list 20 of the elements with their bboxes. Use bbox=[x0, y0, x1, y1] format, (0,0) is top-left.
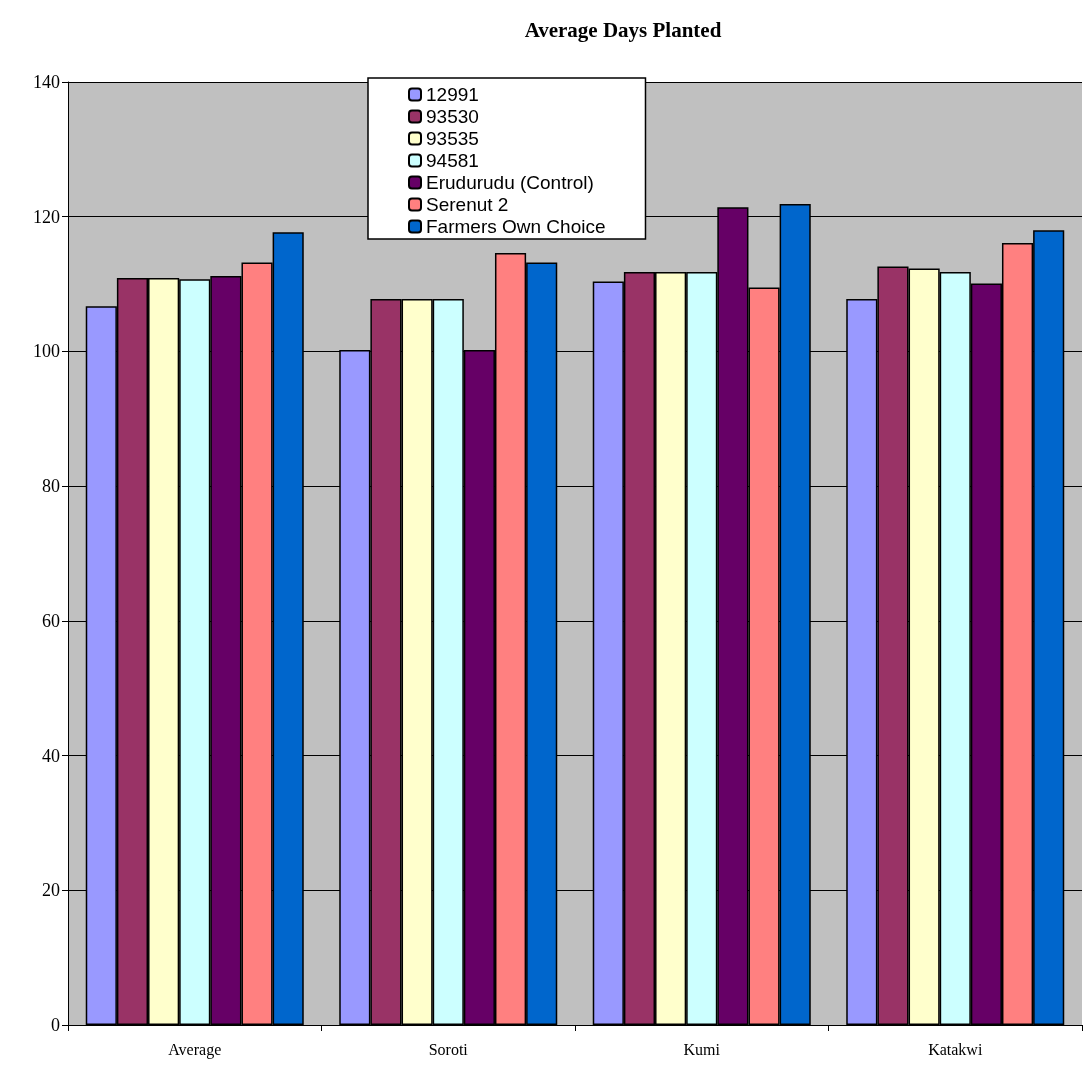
legend-label: Farmers Own Choice bbox=[426, 216, 606, 237]
x-tick-label: Soroti bbox=[428, 1040, 469, 1058]
y-tick-label: 100 bbox=[33, 341, 60, 362]
legend-label: 94581 bbox=[426, 150, 479, 171]
legend-label: 93535 bbox=[426, 128, 479, 149]
legend-label: 12991 bbox=[426, 84, 479, 105]
legend-label: Erudurudu (Control) bbox=[426, 172, 594, 193]
x-tick-label: Katakwi bbox=[928, 1040, 983, 1058]
y-tick-label: 20 bbox=[42, 880, 60, 901]
y-tick-label: 120 bbox=[33, 206, 60, 227]
legend-label: 93530 bbox=[426, 106, 479, 127]
legend-label: Serenut 2 bbox=[426, 194, 509, 215]
x-tick-label: Kumi bbox=[683, 1040, 721, 1058]
x-tick-label: Average bbox=[168, 1040, 222, 1059]
y-tick-label: 80 bbox=[42, 476, 60, 497]
y-tick-label: 60 bbox=[42, 610, 60, 631]
y-tick-label: 140 bbox=[33, 72, 60, 92]
chart-title: Average Days Planted bbox=[524, 17, 722, 42]
y-tick-label: 0 bbox=[51, 1015, 60, 1035]
y-tick-label: 40 bbox=[42, 745, 60, 766]
